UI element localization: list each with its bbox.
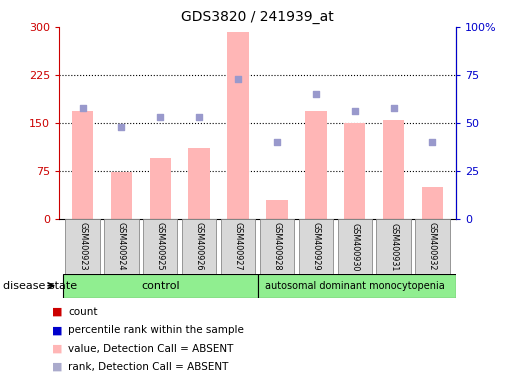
Text: GSM400927: GSM400927 <box>234 222 243 271</box>
Point <box>273 139 281 145</box>
Text: GSM400932: GSM400932 <box>428 222 437 271</box>
Bar <box>266 200 288 219</box>
Text: GSM400924: GSM400924 <box>117 222 126 271</box>
Bar <box>422 187 443 219</box>
Text: GSM400923: GSM400923 <box>78 222 87 271</box>
Text: ■: ■ <box>52 344 62 354</box>
Bar <box>227 32 249 219</box>
Text: GSM400931: GSM400931 <box>389 223 398 271</box>
Bar <box>415 219 450 275</box>
Text: percentile rank within the sample: percentile rank within the sample <box>68 325 245 335</box>
Point <box>312 91 320 97</box>
Bar <box>105 219 139 275</box>
Text: GSM400929: GSM400929 <box>311 222 320 271</box>
Bar <box>65 219 100 275</box>
Point <box>234 76 242 82</box>
Text: ■: ■ <box>52 307 62 317</box>
Text: value, Detection Call = ABSENT: value, Detection Call = ABSENT <box>68 344 234 354</box>
Bar <box>72 111 93 219</box>
Text: GSM400930: GSM400930 <box>350 223 359 271</box>
Point <box>428 139 437 145</box>
Text: GSM400926: GSM400926 <box>195 222 204 271</box>
Bar <box>344 123 365 219</box>
Text: count: count <box>68 307 98 317</box>
Text: GSM400925: GSM400925 <box>156 222 165 271</box>
Bar <box>111 172 132 219</box>
Text: rank, Detection Call = ABSENT: rank, Detection Call = ABSENT <box>68 362 229 372</box>
Text: ■: ■ <box>52 362 62 372</box>
Point <box>117 124 126 130</box>
Bar <box>376 219 410 275</box>
Point <box>195 114 203 120</box>
Bar <box>260 219 294 275</box>
Point <box>156 114 164 120</box>
Bar <box>258 274 456 298</box>
Text: autosomal dominant monocytopenia: autosomal dominant monocytopenia <box>265 281 444 291</box>
Bar <box>150 158 171 219</box>
Point <box>389 104 398 111</box>
Text: GSM400928: GSM400928 <box>272 222 281 271</box>
Text: ■: ■ <box>52 325 62 335</box>
Bar <box>299 219 333 275</box>
Bar <box>188 149 210 219</box>
Bar <box>143 219 177 275</box>
Point <box>78 104 87 111</box>
Bar <box>63 274 258 298</box>
Bar <box>383 120 404 219</box>
Title: GDS3820 / 241939_at: GDS3820 / 241939_at <box>181 10 334 25</box>
Bar <box>305 111 327 219</box>
Bar <box>182 219 216 275</box>
Point <box>351 108 359 114</box>
Bar <box>221 219 255 275</box>
Text: disease state: disease state <box>3 281 77 291</box>
Text: control: control <box>141 281 180 291</box>
Bar <box>338 219 372 275</box>
